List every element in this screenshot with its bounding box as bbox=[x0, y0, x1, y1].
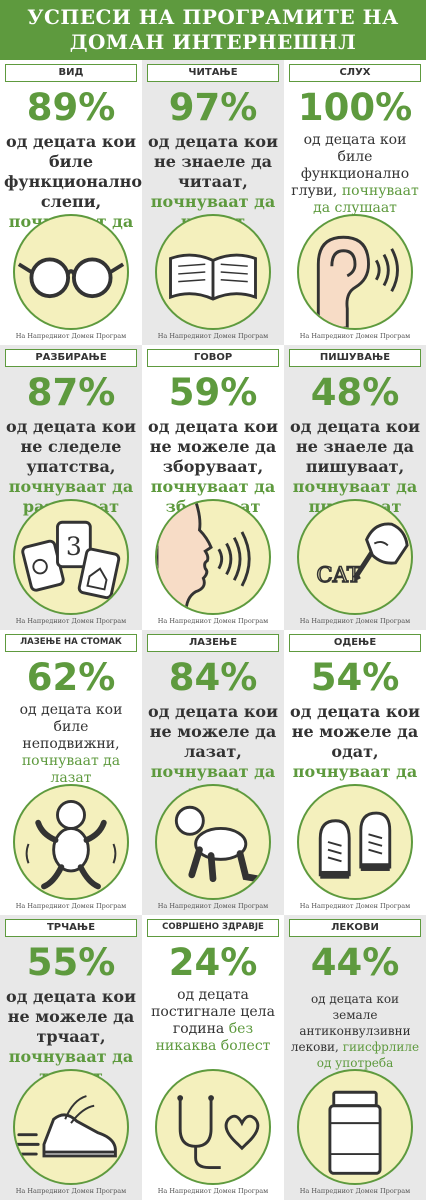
stat-footer: На Напредниот Домен Програм bbox=[157, 902, 269, 910]
stat-percent: 48% bbox=[310, 371, 400, 414]
stat-label: СОВРШЕНО ЗДРАВЈЕ bbox=[147, 919, 279, 937]
stat-card-medication: ЛЕКОВИ 44% од децата кои земале антиконв… bbox=[284, 915, 426, 1200]
stat-description: од децата кои не знаеле да пишуваат, поч… bbox=[288, 417, 422, 517]
stethoscope-icon bbox=[155, 1069, 271, 1185]
stat-description-text: од децата постигнале цела година bbox=[151, 987, 275, 1037]
stat-card-running: ТРЧАЊЕ 55% од децата кои не можеле да тр… bbox=[0, 915, 142, 1200]
stat-label: ЛЕКОВИ bbox=[289, 919, 421, 937]
stat-percent: 87% bbox=[26, 371, 116, 414]
stat-label: ЧИТАЊЕ bbox=[147, 64, 279, 82]
stat-label: ГОВОР bbox=[147, 349, 279, 367]
pill-bottle-icon bbox=[297, 1069, 413, 1185]
stat-card-speech: ГОВОР 59% од децата кои не можеле да збо… bbox=[142, 345, 284, 630]
picture-cards-icon: 3 bbox=[13, 499, 129, 615]
stat-description-text: од децата кои не знаеле да читаат, bbox=[148, 132, 278, 191]
stat-footer: На Напредниот Домен Програм bbox=[15, 332, 127, 340]
infographic-header: УСПЕСИ НА ПРОГРАМИТЕ НА ДОМАН ИНТЕРНЕШНЛ bbox=[0, 0, 426, 60]
stat-card-vision: ВИД 89% од децата кои биле функционално … bbox=[0, 60, 142, 345]
stat-label: СЛУХ bbox=[289, 64, 421, 82]
stat-description-text: од децата кои не можеле да лазат, bbox=[148, 702, 278, 761]
stat-description-text: од децата кои не следеле упатства, bbox=[6, 417, 136, 476]
stat-label: ЛАЗЕЊЕ НА СТОМАК bbox=[5, 634, 137, 652]
glasses-icon bbox=[13, 214, 129, 330]
stat-description-text: од децата кои не можеле да зборуваат, bbox=[148, 417, 278, 476]
stat-footer: На Напредниот Домен Програм bbox=[299, 1187, 411, 1195]
stat-percent: 100% bbox=[297, 86, 413, 129]
stat-label: ТРЧАЊЕ bbox=[5, 919, 137, 937]
stat-label: ВИД bbox=[5, 64, 137, 82]
book-icon bbox=[155, 214, 271, 330]
writing-hand-icon: CAT bbox=[297, 499, 413, 615]
stat-percent: 97% bbox=[168, 86, 258, 129]
stat-card-perfect-health: СОВРШЕНО ЗДРАВЈЕ 24% од децата постигнал… bbox=[142, 915, 284, 1200]
stat-card-writing: ПИШУВАЊЕ 48% од децата кои не знаеле да … bbox=[284, 345, 426, 630]
stat-percent: 84% bbox=[168, 656, 258, 699]
stat-percent: 44% bbox=[310, 941, 400, 984]
stat-footer: На Напредниот Домен Програм bbox=[15, 1187, 127, 1195]
stat-footer: На Напредниот Домен Програм bbox=[299, 617, 411, 625]
running-shoe-icon bbox=[13, 1069, 129, 1185]
stat-footer: На Напредниот Домен Програм bbox=[15, 617, 127, 625]
stat-description-text: од децата кои биле функционално глуви, bbox=[291, 132, 410, 199]
stat-percent: 24% bbox=[168, 941, 258, 984]
shoes-icon bbox=[297, 784, 413, 900]
baby-icon bbox=[13, 784, 129, 900]
stat-label: ЛАЗЕЊЕ bbox=[147, 634, 279, 652]
stat-footer: На Напредниот Домен Програм bbox=[15, 902, 127, 910]
header-title-line-2: ДОМАН ИНТЕРНЕШНЛ bbox=[69, 30, 357, 54]
stat-description-highlight: почнуваат да слушаат bbox=[313, 183, 419, 216]
stat-card-belly-crawling: ЛАЗЕЊЕ НА СТОМАК 62% од децата кои биле … bbox=[0, 630, 142, 915]
stat-description-highlight: почнуваат да лазат bbox=[21, 753, 121, 786]
stat-label: ПИШУВАЊЕ bbox=[289, 349, 421, 367]
crawling-baby-icon bbox=[155, 784, 271, 900]
stat-description-text: од децата кои биле функционално слепи, bbox=[4, 132, 142, 211]
stat-label: РАЗБИРАЊЕ bbox=[5, 349, 137, 367]
stat-footer: На Напредниот Домен Програм bbox=[157, 617, 269, 625]
stat-card-crawling: ЛАЗЕЊЕ 84% од децата кои не можеле да ла… bbox=[142, 630, 284, 915]
stat-label: ОДЕЊЕ bbox=[289, 634, 421, 652]
stat-percent: 54% bbox=[310, 656, 400, 699]
stat-footer: На Напредниот Домен Програм bbox=[299, 902, 411, 910]
stat-description-text: од децата кои не можеле да одат, bbox=[290, 702, 420, 761]
stat-card-reading: ЧИТАЊЕ 97% од децата кои не знаеле да чи… bbox=[142, 60, 284, 345]
ear-icon bbox=[297, 214, 413, 330]
header-title-line-1: УСПЕСИ НА ПРОГРАМИТЕ НА bbox=[27, 5, 399, 29]
stat-description-text: од децата кои не знаеле да пишуваат, bbox=[290, 417, 420, 476]
stat-percent: 59% bbox=[168, 371, 258, 414]
stat-description-highlight: гиисфрлиле од употреба bbox=[316, 1040, 420, 1070]
stat-description-text: од децата кои биле неподвижни, bbox=[19, 702, 123, 752]
stat-card-walking: ОДЕЊЕ 54% од децата кои не можеле да ода… bbox=[284, 630, 426, 915]
stat-footer: На Напредниот Домен Програм bbox=[157, 332, 269, 340]
stat-description: од децата кои земале антиконвулзивни лек… bbox=[288, 991, 422, 1071]
stat-description-highlight: без никаква болест bbox=[155, 1021, 271, 1054]
stat-description-text: од децата кои земале антиконвулзивни лек… bbox=[290, 992, 411, 1054]
stat-description: од децата кои биле функционално глуви, п… bbox=[288, 132, 422, 217]
stat-description-text: од децата кои не можеле да трчаат, bbox=[6, 987, 136, 1046]
stat-description: од децата постигнале цела година без ник… bbox=[146, 987, 280, 1055]
stat-footer: На Напредниот Домен Програм bbox=[157, 1187, 269, 1195]
stat-percent: 55% bbox=[26, 941, 116, 984]
stat-percent: 62% bbox=[26, 656, 116, 699]
stat-card-hearing: СЛУХ 100% од децата кои биле функционалн… bbox=[284, 60, 426, 345]
card-number-text: 3 bbox=[66, 532, 82, 561]
stat-description: од децата кои биле неподвижни, почнуваат… bbox=[4, 702, 138, 787]
stat-percent: 89% bbox=[26, 86, 116, 129]
stat-footer: На Напредниот Домен Програм bbox=[299, 332, 411, 340]
speaking-face-icon bbox=[155, 499, 271, 615]
stat-card-understanding: РАЗБИРАЊЕ 87% од децата кои не следеле у… bbox=[0, 345, 142, 630]
